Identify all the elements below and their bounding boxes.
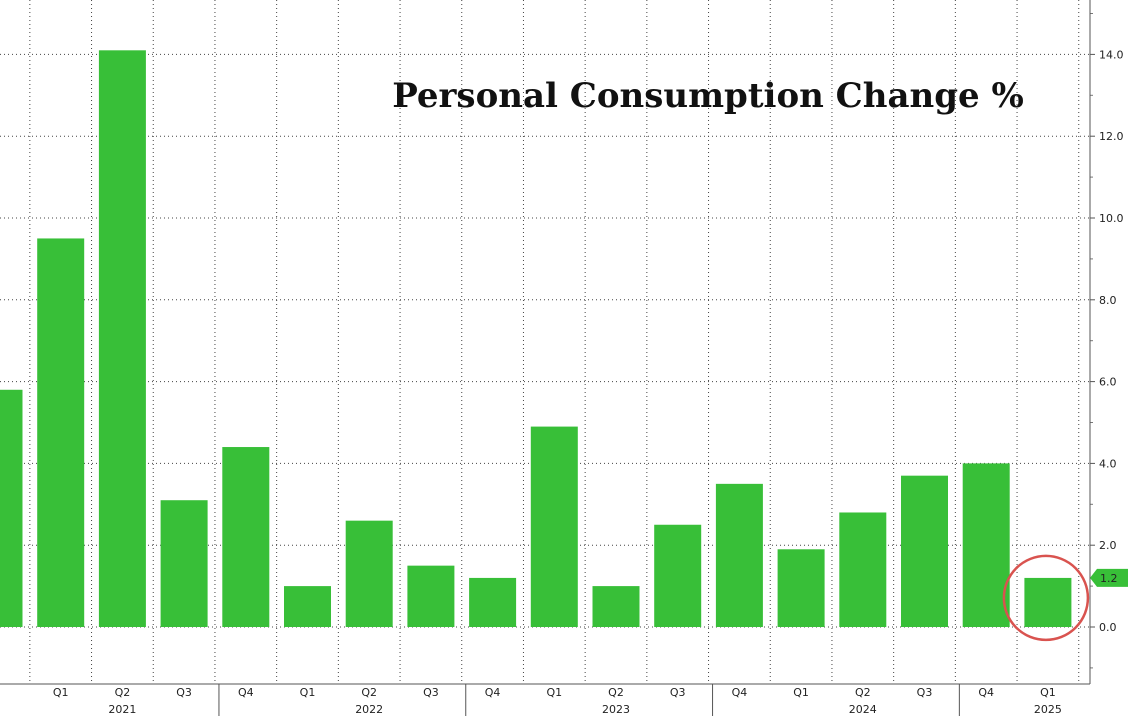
- bar: [654, 524, 702, 627]
- bar: [98, 50, 146, 628]
- y-tick-label: 8.0: [1099, 294, 1117, 307]
- bar: [1024, 577, 1072, 627]
- x-tick-label: Q2: [115, 686, 131, 699]
- chart-title: Personal Consumption Change %: [392, 76, 1024, 116]
- bar: [530, 426, 578, 627]
- y-tick-label: 14.0: [1099, 48, 1124, 61]
- bar: [0, 389, 23, 627]
- last-value-tag: [1090, 568, 1128, 587]
- bar: [160, 500, 208, 627]
- last-value-label: 1.2: [1100, 572, 1118, 585]
- x-tick-label: Q3: [670, 686, 686, 699]
- y-tick-label: 6.0: [1099, 376, 1117, 389]
- y-tick-label: 12.0: [1099, 130, 1124, 143]
- bar: [962, 463, 1010, 627]
- x-axis: Q1 Q2 Q3 Q4 Q1 Q2 Q3 Q4 Q1 Q2 Q3 Q4 Q1 Q2 Q3 Q4 Q1 2021 20…: [0, 683, 1090, 716]
- x-year-label: 2025: [1034, 703, 1062, 716]
- x-tick-label: Q2: [608, 686, 624, 699]
- x-tick-label: Q1: [1040, 686, 1056, 699]
- bars: [0, 50, 1072, 628]
- highlight-circle: [1002, 554, 1090, 642]
- bar: [407, 565, 455, 627]
- x-tick-label: Q1: [793, 686, 809, 699]
- bar: [777, 549, 825, 627]
- bar: [715, 483, 763, 627]
- x-tick-label: Q3: [176, 686, 192, 699]
- x-tick-label: Q2: [855, 686, 871, 699]
- x-tick-label: Q3: [917, 686, 933, 699]
- x-tick-label: Q1: [546, 686, 562, 699]
- bar: [222, 447, 270, 627]
- y-tick-label: 4.0: [1099, 457, 1117, 470]
- x-tick-label: Q1: [300, 686, 316, 699]
- bar: [37, 238, 85, 627]
- x-tick-label: Q4: [485, 686, 501, 699]
- bar: [592, 586, 640, 627]
- y-tick-label: 2.0: [1099, 539, 1117, 552]
- bar: [284, 586, 331, 627]
- bar: [839, 512, 887, 627]
- x-tick-label: Q4: [238, 686, 254, 699]
- x-tick-label: Q1: [53, 686, 69, 699]
- bar: [901, 475, 948, 627]
- bar: [469, 577, 517, 627]
- y-axis: 0.0 2.0 4.0 6.0 8.0 10.0 12.0 14.0 1.2: [1089, 0, 1128, 684]
- x-tick-label: Q2: [361, 686, 377, 699]
- x-year-label: 2022: [355, 703, 383, 716]
- x-tick-label: Q3: [423, 686, 439, 699]
- x-tick-label: Q4: [732, 686, 748, 699]
- x-year-label: 2024: [849, 703, 877, 716]
- x-tick-label: Q4: [978, 686, 994, 699]
- highlight-ring: [1002, 554, 1090, 642]
- y-tick-label: 10.0: [1099, 212, 1124, 225]
- x-year-label: 2021: [108, 703, 136, 716]
- x-year-label: 2023: [602, 703, 630, 716]
- bar: [345, 520, 393, 627]
- y-tick-label: 0.0: [1099, 621, 1117, 634]
